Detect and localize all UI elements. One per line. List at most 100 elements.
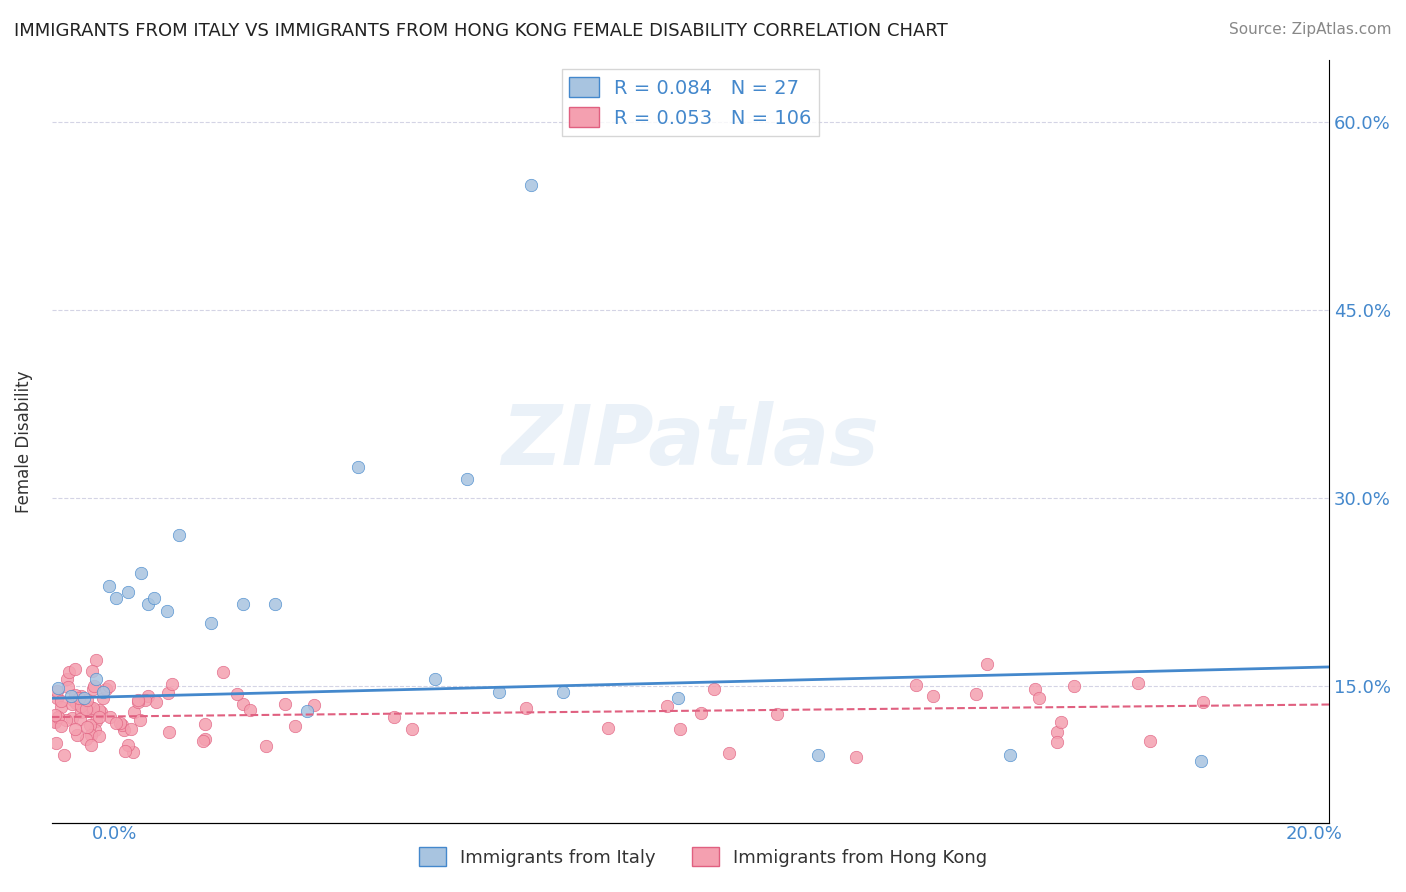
Point bbox=[49, 719, 72, 733]
Point bbox=[94, 681, 117, 696]
Point bbox=[76, 692, 98, 706]
Point bbox=[160, 676, 183, 690]
Point bbox=[401, 722, 423, 736]
Point bbox=[129, 714, 152, 728]
Point bbox=[239, 703, 262, 717]
Point bbox=[519, 178, 541, 192]
Point bbox=[44, 715, 66, 730]
Point bbox=[127, 693, 149, 707]
Point bbox=[75, 731, 97, 746]
Point bbox=[55, 713, 77, 727]
Point bbox=[77, 704, 100, 718]
Point bbox=[70, 690, 93, 704]
Point bbox=[91, 691, 114, 706]
Point bbox=[44, 708, 66, 723]
Point bbox=[157, 724, 180, 739]
Point bbox=[965, 687, 987, 701]
Point bbox=[44, 714, 66, 728]
Point bbox=[382, 709, 405, 723]
Point bbox=[1126, 676, 1149, 690]
Point bbox=[84, 653, 107, 667]
Point bbox=[1046, 734, 1069, 748]
Text: 0.0%: 0.0% bbox=[91, 825, 136, 843]
Point bbox=[66, 728, 89, 742]
Point bbox=[122, 745, 145, 759]
Point bbox=[91, 685, 114, 699]
Point bbox=[80, 665, 103, 679]
Point bbox=[284, 719, 307, 733]
Point bbox=[423, 673, 446, 687]
Point bbox=[82, 701, 104, 715]
Text: IMMIGRANTS FROM ITALY VS IMMIGRANTS FROM HONG KONG FEMALE DISABILITY CORRELATION: IMMIGRANTS FROM ITALY VS IMMIGRANTS FROM… bbox=[14, 22, 948, 40]
Point bbox=[134, 692, 156, 706]
Point bbox=[83, 679, 105, 693]
Point bbox=[65, 696, 87, 710]
Text: 20.0%: 20.0% bbox=[1286, 825, 1343, 843]
Point bbox=[264, 598, 287, 612]
Legend: Immigrants from Italy, Immigrants from Hong Kong: Immigrants from Italy, Immigrants from H… bbox=[412, 840, 994, 874]
Point bbox=[80, 738, 103, 752]
Point bbox=[138, 689, 160, 703]
Legend: R = 0.084   N = 27, R = 0.053   N = 106: R = 0.084 N = 27, R = 0.053 N = 106 bbox=[561, 70, 820, 136]
Point bbox=[1046, 725, 1069, 739]
Point bbox=[703, 682, 725, 697]
Point bbox=[82, 681, 104, 696]
Point bbox=[169, 528, 191, 542]
Point bbox=[191, 734, 214, 748]
Point bbox=[67, 690, 90, 705]
Point bbox=[75, 702, 97, 716]
Point bbox=[58, 665, 80, 680]
Point bbox=[998, 747, 1021, 762]
Point bbox=[1028, 691, 1050, 706]
Point bbox=[60, 711, 83, 725]
Point bbox=[807, 747, 830, 762]
Point bbox=[84, 714, 107, 729]
Point bbox=[669, 722, 692, 736]
Point bbox=[65, 662, 87, 676]
Point bbox=[122, 706, 145, 720]
Point bbox=[59, 689, 82, 703]
Point bbox=[142, 591, 165, 605]
Point bbox=[1139, 733, 1161, 747]
Point bbox=[90, 705, 112, 719]
Point bbox=[105, 715, 128, 730]
Point bbox=[111, 718, 134, 732]
Point bbox=[89, 710, 111, 724]
Point bbox=[72, 695, 94, 709]
Point bbox=[295, 704, 318, 718]
Y-axis label: Female Disability: Female Disability bbox=[15, 370, 32, 513]
Point bbox=[87, 703, 110, 717]
Point bbox=[98, 578, 121, 592]
Point bbox=[274, 697, 297, 711]
Point bbox=[845, 750, 868, 764]
Point bbox=[45, 736, 67, 750]
Point bbox=[1024, 682, 1046, 697]
Point bbox=[79, 717, 101, 731]
Point bbox=[69, 706, 91, 720]
Point bbox=[254, 739, 277, 753]
Point bbox=[108, 715, 131, 730]
Point bbox=[73, 691, 96, 706]
Point bbox=[200, 616, 222, 631]
Point bbox=[117, 739, 139, 753]
Point bbox=[302, 698, 325, 712]
Point bbox=[905, 678, 928, 692]
Point bbox=[46, 710, 69, 724]
Point bbox=[156, 686, 179, 700]
Point bbox=[69, 712, 91, 726]
Point bbox=[49, 694, 72, 708]
Point bbox=[70, 699, 93, 714]
Point bbox=[98, 679, 121, 693]
Point bbox=[117, 584, 139, 599]
Point bbox=[83, 723, 105, 737]
Point bbox=[129, 566, 152, 580]
Point bbox=[45, 691, 67, 706]
Point bbox=[194, 716, 217, 731]
Point bbox=[718, 746, 741, 760]
Point bbox=[666, 691, 689, 706]
Point bbox=[551, 685, 574, 699]
Text: ZIPatlas: ZIPatlas bbox=[502, 401, 879, 482]
Point bbox=[657, 699, 679, 714]
Point bbox=[1063, 679, 1085, 693]
Point bbox=[104, 591, 127, 605]
